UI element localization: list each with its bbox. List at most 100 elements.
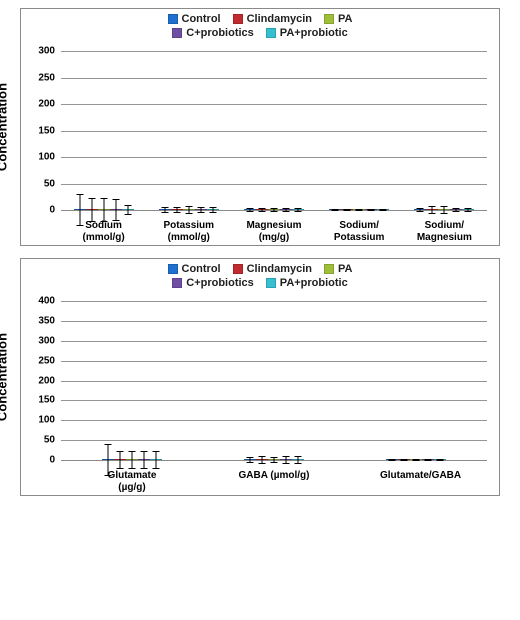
error-bar (212, 207, 213, 213)
legend-swatch (172, 278, 182, 288)
legend-label: C+probiotics (186, 277, 254, 289)
legend-item: PA+probiotic (266, 277, 348, 289)
bar (244, 209, 256, 210)
legend: Control Clindamycin PA C+probiotics PA+probi… (21, 263, 499, 291)
bar-group (74, 209, 134, 210)
legend-item: C+probiotics (172, 277, 254, 289)
bar-group (386, 459, 446, 460)
bar (377, 209, 389, 210)
x-tick-label: Glutamate/GABA (380, 470, 452, 493)
bar (114, 459, 126, 460)
bar (398, 459, 410, 460)
y-tick-label: 250 (25, 72, 55, 83)
legend-label: PA (338, 13, 352, 25)
error-bar (404, 460, 405, 461)
error-bar (249, 208, 250, 212)
bar (256, 459, 268, 460)
error-bar (298, 456, 299, 465)
bar-group (102, 459, 162, 460)
bar-group (414, 209, 474, 210)
bar (195, 209, 207, 210)
y-tick-label: 200 (25, 375, 55, 386)
chart-panel: Control Clindamycin PA C+probiotics PA+probi… (20, 258, 500, 496)
error-bar (262, 456, 263, 464)
y-tick-label: 350 (25, 315, 55, 326)
legend-label: C+probiotics (186, 27, 254, 39)
x-tick-label: Sodium/ Potassium (323, 220, 395, 243)
y-axis-label: Concentration (0, 83, 10, 171)
error-bar (164, 207, 165, 213)
bar (353, 209, 365, 210)
x-tick-label: Glutamate (µg/g) (96, 470, 168, 493)
bar (280, 209, 292, 210)
bar (110, 209, 122, 210)
x-tick-label: Magnesium (mg/g) (238, 220, 310, 243)
legend-swatch (324, 14, 334, 24)
error-bar (440, 460, 441, 461)
bar (244, 459, 256, 460)
bar (292, 209, 304, 210)
bar (450, 209, 462, 210)
legend-swatch (168, 14, 178, 24)
bar (122, 209, 134, 210)
bar (183, 209, 195, 210)
error-bar (261, 208, 262, 211)
error-bar (188, 206, 189, 213)
legend-label: PA (338, 263, 352, 275)
bar (150, 459, 162, 460)
bar (280, 459, 292, 460)
plot-frame: Control Clindamycin PA C+probiotics PA+probi… (20, 258, 500, 496)
bar (422, 459, 434, 460)
error-bar (392, 460, 393, 461)
error-bar (468, 208, 469, 211)
y-tick-label: 200 (25, 99, 55, 110)
bar-group (244, 459, 304, 460)
x-tick-label: Potassium (mmol/g) (153, 220, 225, 243)
legend-swatch (233, 264, 243, 274)
bar (410, 459, 422, 460)
error-bar (286, 456, 287, 464)
legend-item: Control (168, 13, 221, 25)
legend-label: Control (182, 263, 221, 275)
bar (159, 209, 171, 210)
legend-swatch (266, 278, 276, 288)
legend-label: Clindamycin (247, 263, 312, 275)
y-tick-label: 150 (25, 125, 55, 136)
y-tick-label: 300 (25, 46, 55, 57)
bar (386, 459, 398, 460)
bar-group (244, 209, 304, 210)
legend-label: PA+probiotic (280, 27, 348, 39)
bar (462, 209, 474, 210)
bar (341, 209, 353, 210)
error-bar (285, 208, 286, 212)
legend-swatch (168, 264, 178, 274)
error-bar (297, 208, 298, 212)
chart-panel: Control Clindamycin PA C+probiotics PA+probi… (20, 8, 500, 246)
legend-label: Control (182, 13, 221, 25)
bar-groups (61, 301, 487, 460)
error-bar (127, 205, 128, 216)
bar (98, 209, 110, 210)
bar (438, 209, 450, 210)
bar-groups (61, 51, 487, 210)
error-bar (103, 198, 104, 222)
bar (256, 209, 268, 210)
bar (102, 459, 114, 460)
error-bar (250, 457, 251, 463)
bar (86, 209, 98, 210)
legend-item: PA (324, 263, 352, 275)
error-bar (432, 206, 433, 213)
legend-swatch (233, 14, 243, 24)
bar (414, 209, 426, 210)
y-tick-label: 0 (25, 205, 55, 216)
y-axis-label: Concentration (0, 333, 10, 421)
error-bar (200, 207, 201, 213)
error-bar (132, 451, 133, 468)
x-tick-label: Sodium (mmol/g) (68, 220, 140, 243)
bar (74, 209, 86, 210)
bar (171, 209, 183, 210)
error-bar (176, 207, 177, 213)
legend-item: Clindamycin (233, 13, 312, 25)
bar (426, 209, 438, 210)
error-bar (335, 209, 336, 210)
